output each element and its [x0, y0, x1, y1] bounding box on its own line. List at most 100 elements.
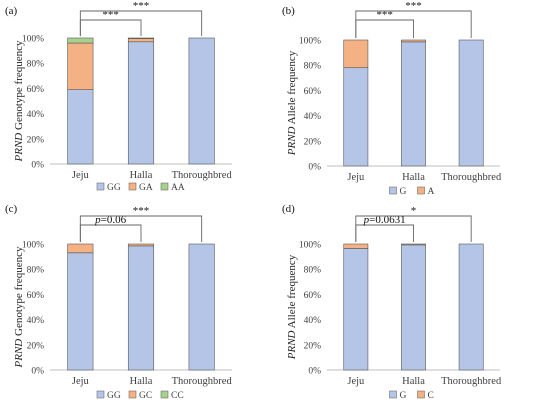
y-tick-label: 20%: [304, 137, 322, 147]
y-tick-label: 60%: [27, 85, 45, 95]
legend-label: GA: [139, 183, 153, 193]
significance-bracket: [79, 10, 203, 36]
significance-label: *: [411, 205, 417, 217]
bar-segment-gg: [188, 37, 215, 165]
significance-label: p=0.06: [94, 214, 126, 226]
y-tick-label: 20%: [304, 341, 322, 351]
legend-label: AA: [171, 183, 185, 193]
panel-d: (d) PRND Allele frequency 0% 20% 40% 60% 80% 10…: [282, 203, 502, 401]
y-tick-label: 100%: [299, 241, 321, 251]
x-tick-label: Halla: [130, 170, 153, 181]
significance-label: ***: [102, 9, 119, 21]
significance-bracket: [355, 224, 414, 242]
y-tick-label: 0%: [308, 163, 321, 173]
legend-swatch-aa: [160, 182, 169, 191]
significance-label: ***: [405, 0, 422, 12]
bar-segment-gg: [127, 245, 155, 371]
significance-label: ***: [133, 0, 150, 12]
legend-label: G: [400, 187, 407, 197]
legend-label: A: [428, 187, 435, 197]
legend-label: GC: [139, 391, 152, 401]
significance-bracket: [79, 19, 142, 36]
legend-swatch-c: [417, 390, 425, 399]
bar-segment-gc: [67, 243, 94, 254]
y-axis-label: PRND Allele frequency: [286, 254, 298, 360]
y-tick-label: 100%: [22, 241, 44, 251]
bar-segment-gg: [67, 89, 94, 165]
x-tick-label: Halla: [130, 376, 153, 387]
panel-label: (a): [5, 5, 18, 17]
legend-swatch-gg: [96, 182, 105, 191]
y-tick-label: 80%: [27, 60, 45, 70]
y-tick-label: 0%: [31, 367, 44, 377]
x-tick-label: Thoroughbred: [172, 170, 233, 181]
significance-bracket: [355, 10, 472, 38]
panel-c: (c) PRND Genotype frequency 0% 20% 40% 60% 80%…: [5, 203, 232, 401]
panel-b: (b) PRND Allele frequency 0% 20% 40% 60% 80% 10…: [282, 0, 502, 197]
y-tick-label: 100%: [22, 35, 44, 45]
y-tick-label: 80%: [304, 266, 322, 276]
y-tick-label: 40%: [304, 316, 322, 326]
legend-swatch-a: [417, 186, 425, 195]
significance-bracket: [355, 19, 414, 38]
x-tick-label: Halla: [402, 376, 425, 387]
y-tick-label: 80%: [27, 266, 45, 276]
legend-swatch-g: [389, 186, 397, 195]
significance-bracket: [79, 215, 203, 242]
bar-segment-g: [401, 41, 426, 167]
bar-segment-g: [343, 248, 369, 371]
significance-label: ***: [133, 205, 150, 217]
significance-label: ***: [376, 9, 393, 21]
x-tick-label: Jeju: [347, 172, 365, 183]
y-tick-label: 80%: [304, 62, 322, 72]
panel-label: (d): [282, 203, 295, 215]
y-tick-label: 20%: [27, 341, 45, 351]
significance-label: p=0.0631: [363, 214, 406, 226]
y-axis-label: PRND Allele frequency: [286, 50, 298, 156]
legend-label: CC: [171, 391, 184, 401]
bar-segment-g: [401, 244, 426, 371]
bar-segment-gg: [67, 252, 94, 371]
legend-swatch-g: [389, 390, 397, 399]
y-tick-label: 60%: [304, 87, 322, 97]
bar-segment-g: [458, 39, 484, 167]
legend-swatch-cc: [160, 390, 169, 399]
legend-label: GG: [107, 183, 121, 193]
x-tick-label: Thoroughbred: [441, 172, 502, 183]
y-tick-label: 0%: [308, 367, 321, 377]
x-tick-label: Thoroughbred: [441, 376, 502, 387]
significance-bracket: [355, 215, 472, 242]
y-axis-label: PRND Genotype frequency: [13, 40, 25, 162]
bar-segment-c: [343, 243, 369, 249]
x-tick-label: Jeju: [72, 170, 90, 181]
y-tick-label: 40%: [27, 110, 45, 120]
x-tick-label: Halla: [402, 172, 425, 183]
bar-segment-a: [343, 39, 369, 69]
bar-segment-aa: [127, 37, 155, 39]
bar-segment-aa: [67, 37, 94, 44]
bar-segment-c: [401, 243, 426, 246]
legend-swatch-ga: [128, 182, 137, 191]
legend-label: GG: [107, 391, 121, 401]
legend-label: G: [400, 391, 407, 401]
x-tick-label: Thoroughbred: [172, 376, 233, 387]
legend-label: C: [428, 391, 434, 401]
y-tick-label: 40%: [304, 112, 322, 122]
bar-segment-gg: [127, 41, 155, 165]
x-tick-label: Jeju: [72, 376, 90, 387]
bar-segment-g: [343, 67, 369, 167]
bar-segment-g: [458, 243, 484, 371]
y-tick-label: 60%: [304, 291, 322, 301]
bar-segment-ga: [127, 38, 155, 43]
bar-segment-ga: [67, 42, 94, 90]
panel-label: (c): [5, 203, 18, 215]
significance-bracket: [79, 224, 142, 242]
y-axis-label: PRND Genotype frequency: [13, 246, 25, 368]
y-tick-label: 60%: [27, 291, 45, 301]
x-tick-label: Jeju: [347, 376, 365, 387]
legend-swatch-gg: [96, 390, 105, 399]
panel-label: (b): [282, 5, 295, 17]
bar-segment-a: [401, 39, 426, 43]
y-tick-label: 40%: [27, 316, 45, 326]
